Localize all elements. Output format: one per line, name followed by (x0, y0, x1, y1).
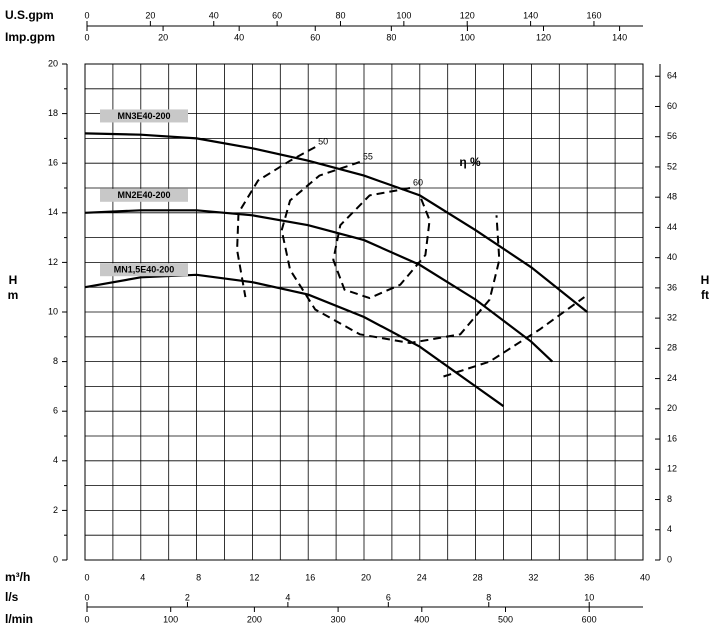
x2-tick-label: 2 (185, 592, 190, 602)
efficiency-label: η % (459, 155, 481, 169)
x2-tick-label: 0 (84, 592, 89, 602)
y2-tick-label: 56 (667, 131, 677, 141)
y-tick-label: 20 (48, 58, 58, 68)
x2-tick-label: 0 (84, 614, 89, 624)
y2-tick-label: 64 (667, 71, 677, 81)
x2-tick-label: 500 (498, 614, 513, 624)
x2-tick-label: 100 (460, 32, 475, 42)
y-tick-label: 4 (53, 455, 58, 465)
series-label-box (100, 109, 188, 123)
series-label: MN1,5E40-200 (114, 265, 175, 275)
efficiency-level-label: 60 (413, 177, 423, 187)
y-tick-label: 6 (53, 406, 58, 416)
y-tick-label: 2 (53, 505, 58, 515)
y-tick-label: 18 (48, 108, 58, 118)
x2-tick-label: 8 (486, 592, 491, 602)
x-tick-label: 24 (417, 572, 427, 582)
x2-axis-label: U.S.gpm (5, 8, 54, 22)
y2-tick-label: 12 (667, 464, 677, 474)
x-tick-label: 8 (196, 572, 201, 582)
x2-tick-label: 6 (386, 592, 391, 602)
y2-tick-label: 32 (667, 312, 677, 322)
x2-tick-label: 10 (584, 592, 594, 602)
y2-tick-label: 28 (667, 343, 677, 353)
x2-tick-label: 60 (310, 32, 320, 42)
x2-tick-label: 20 (145, 10, 155, 20)
x2-tick-label: 140 (523, 10, 538, 20)
y2-tick-label: 20 (667, 403, 677, 413)
x-tick-label: 32 (528, 572, 538, 582)
x-tick-label: 12 (249, 572, 259, 582)
y2-tick-label: 44 (667, 222, 677, 232)
x-tick-label: 28 (473, 572, 483, 582)
x2-tick-label: 100 (396, 10, 411, 20)
x2-tick-label: 80 (386, 32, 396, 42)
x2-tick-label: 4 (285, 592, 290, 602)
y2-tick-label: 52 (667, 161, 677, 171)
x2-axis-label: l/min (5, 612, 33, 626)
x2-tick-label: 40 (234, 32, 244, 42)
x2-axis-label: l/s (5, 590, 19, 604)
y-tick-label: 14 (48, 207, 58, 217)
x2-tick-label: 120 (460, 10, 475, 20)
x-tick-label: 16 (305, 572, 315, 582)
plot-frame (84, 63, 644, 561)
y2-tick-label: 8 (667, 494, 672, 504)
x-tick-label: 4 (140, 572, 145, 582)
y2-tick-label: 4 (667, 524, 672, 534)
efficiency-contour (280, 161, 501, 345)
pump-curve (84, 132, 588, 313)
x2-tick-label: 100 (163, 614, 178, 624)
y-axis-unit: m (8, 288, 19, 302)
series-label: MN3E40-200 (117, 111, 170, 121)
efficiency-contour (332, 187, 431, 300)
y-tick-label: 16 (48, 158, 58, 168)
y2-tick-label: 16 (667, 433, 677, 443)
y2-axis-label: H (701, 273, 710, 287)
x2-tick-label: 0 (84, 10, 89, 20)
x2-tick-label: 80 (335, 10, 345, 20)
x-tick-label: 0 (84, 572, 89, 582)
x2-tick-label: 40 (209, 10, 219, 20)
y2-tick-label: 36 (667, 282, 677, 292)
x-tick-label: 40 (640, 572, 650, 582)
x2-tick-label: 400 (414, 614, 429, 624)
x-tick-label: 20 (361, 572, 371, 582)
x2-tick-label: 60 (272, 10, 282, 20)
efficiency-level-label: 55 (363, 151, 373, 161)
y-axis-label: H (9, 273, 18, 287)
pump-curve (84, 209, 554, 363)
y2-tick-label: 24 (667, 373, 677, 383)
x2-tick-label: 160 (586, 10, 601, 20)
efficiency-level-label: 50 (318, 136, 328, 146)
y2-axis-unit: ft (701, 288, 709, 302)
x-tick-label: 36 (584, 572, 594, 582)
y2-tick-label: 48 (667, 192, 677, 202)
y2-tick-label: 40 (667, 252, 677, 262)
x2-tick-label: 140 (612, 32, 627, 42)
x2-tick-label: 120 (536, 32, 551, 42)
x-axis-label: m³/h (5, 570, 30, 584)
x2-tick-label: 0 (84, 32, 89, 42)
y2-tick-label: 0 (667, 554, 672, 564)
x2-axis-label: Imp.gpm (5, 30, 55, 44)
y2-tick-label: 60 (667, 101, 677, 111)
y-tick-label: 12 (48, 257, 58, 267)
y-tick-label: 8 (53, 356, 58, 366)
efficiency-contour (236, 146, 585, 378)
x2-tick-label: 200 (247, 614, 262, 624)
x2-tick-label: 300 (331, 614, 346, 624)
series-label-box (100, 263, 188, 277)
y-tick-label: 10 (48, 306, 58, 316)
x2-tick-label: 600 (582, 614, 597, 624)
series-label-box (100, 188, 188, 202)
series-label: MN2E40-200 (117, 190, 170, 200)
y-tick-label: 0 (53, 554, 58, 564)
x2-tick-label: 20 (158, 32, 168, 42)
